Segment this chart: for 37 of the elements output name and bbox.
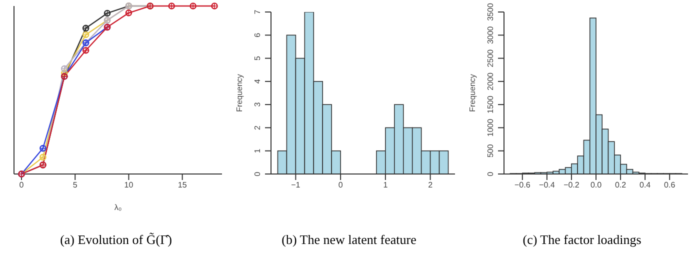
x-tick-label: 0.2 xyxy=(614,180,627,190)
x-tick-label: −0.2 xyxy=(564,180,580,190)
x-tick-label: 5 xyxy=(72,180,78,190)
y-tick-label: 1000 xyxy=(486,118,495,137)
y-tick-label: 0 xyxy=(253,171,262,176)
x-tick-label: 0 xyxy=(19,180,24,190)
x-axis-title: λ₀ xyxy=(114,203,122,212)
text: (b) The new latent feature xyxy=(280,232,418,248)
y-tick-label: 3000 xyxy=(486,26,495,44)
y-tick-label: 4 xyxy=(253,78,262,84)
y-tick-label: 5 xyxy=(253,56,262,61)
y-tick-label: 7 xyxy=(253,9,262,14)
x-tick-label: 0.6 xyxy=(664,180,676,190)
x-tick-label: 1 xyxy=(383,180,388,190)
y-tick-label: 2 xyxy=(253,124,262,130)
text: (a) Evolution of G̃(Γ̂) xyxy=(59,232,173,248)
x-tick-label: −0.6 xyxy=(514,180,531,190)
y-tick-label: 1 xyxy=(253,148,262,154)
y-tick-label: 500 xyxy=(486,144,495,158)
x-tick-label: −1 xyxy=(291,180,301,190)
y-axis-title: Frequency xyxy=(234,74,244,112)
y-tick-label: 0 xyxy=(486,171,495,176)
y-tick-label: 6 xyxy=(253,32,262,38)
x-tick-label: 15 xyxy=(178,180,188,190)
x-tick-label: 0.0 xyxy=(590,180,602,190)
x-tick-label: 2 xyxy=(428,180,434,190)
y-tick-label: 1500 xyxy=(486,95,495,114)
x-tick-label: 0 xyxy=(338,180,344,190)
text: (c) The factor loadings xyxy=(522,232,642,248)
x-tick-label: −0.4 xyxy=(539,180,556,190)
x-tick-label: 0.4 xyxy=(640,180,652,190)
y-tick-label: 2000 xyxy=(486,72,495,90)
y-tick-label: 2500 xyxy=(486,48,495,68)
y-tick-label: 3500 xyxy=(486,2,495,21)
y-tick-label: 3 xyxy=(253,102,262,107)
x-tick-label: 10 xyxy=(124,180,134,190)
y-axis-title: Frequency xyxy=(468,74,477,112)
